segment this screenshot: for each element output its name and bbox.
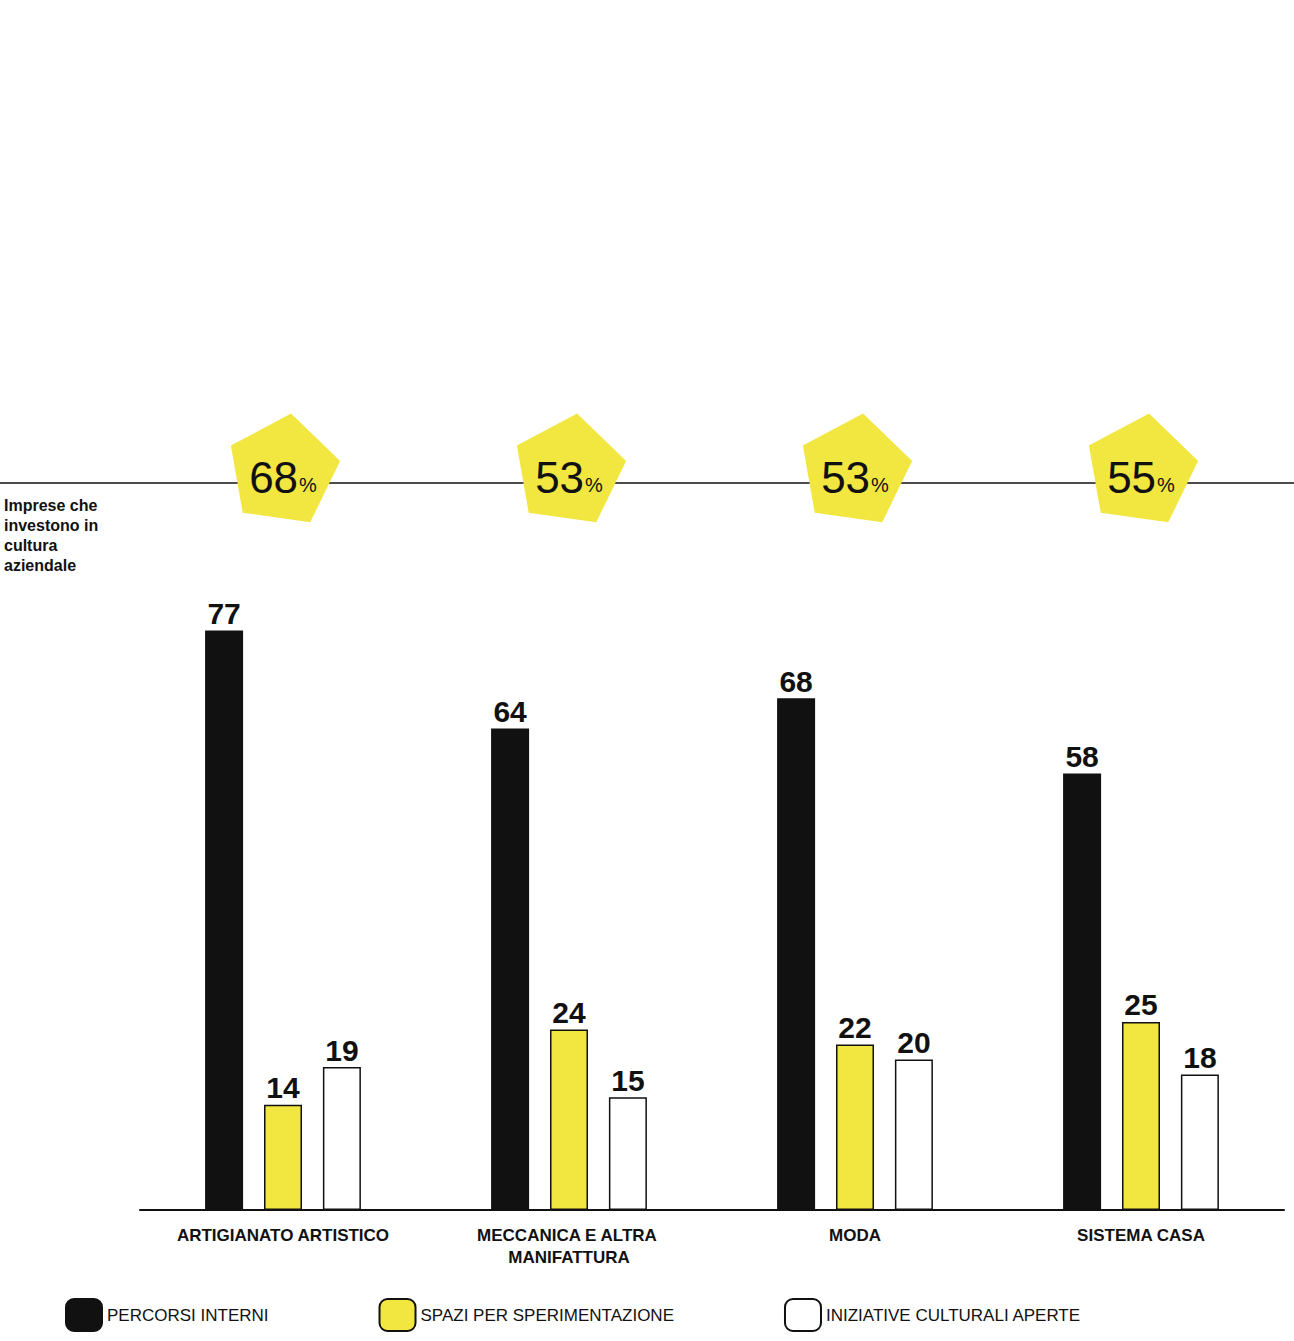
svg-text:INIZIATIVE CULTURALI APERTE: INIZIATIVE CULTURALI APERTE — [826, 1306, 1080, 1325]
svg-text:77: 77 — [207, 597, 240, 630]
svg-text:Imprese che: Imprese che — [4, 497, 102, 514]
svg-text:MODA: MODA — [829, 1226, 881, 1245]
svg-text:58: 58 — [1065, 740, 1098, 773]
svg-text:15: 15 — [611, 1064, 644, 1097]
svg-text:55: 55 — [1107, 453, 1156, 502]
svg-text:24: 24 — [552, 996, 586, 1029]
svg-text:18: 18 — [1183, 1041, 1216, 1074]
svg-text:cultura: cultura — [4, 537, 62, 554]
svg-text:53: 53 — [535, 453, 584, 502]
svg-text:22: 22 — [838, 1011, 871, 1044]
svg-text:19: 19 — [325, 1034, 358, 1067]
svg-text:MECCANICA E ALTRA: MECCANICA E ALTRA — [477, 1226, 661, 1245]
svg-text:68: 68 — [249, 453, 298, 502]
svg-text:68: 68 — [779, 665, 812, 698]
svg-text:investono in: investono in — [4, 517, 103, 534]
svg-text:aziendale: aziendale — [4, 557, 76, 574]
svg-text:64: 64 — [493, 695, 527, 728]
svg-text:ARTIGIANATO ARTISTICO: ARTIGIANATO ARTISTICO — [177, 1226, 389, 1245]
svg-text:MANIFATTURA: MANIFATTURA — [508, 1248, 630, 1267]
svg-text:SISTEMA CASA: SISTEMA CASA — [1077, 1226, 1205, 1245]
svg-text:%: % — [299, 474, 317, 496]
svg-text:%: % — [871, 474, 889, 496]
svg-text:14: 14 — [266, 1071, 300, 1104]
svg-text:%: % — [585, 474, 603, 496]
svg-text:53: 53 — [821, 453, 870, 502]
svg-text:20: 20 — [897, 1026, 930, 1059]
svg-text:%: % — [1157, 474, 1175, 496]
svg-text:PERCORSI INTERNI: PERCORSI INTERNI — [107, 1306, 269, 1325]
svg-text:25: 25 — [1124, 988, 1157, 1021]
svg-text:SPAZI PER SPERIMENTAZIONE: SPAZI PER SPERIMENTAZIONE — [421, 1306, 674, 1325]
